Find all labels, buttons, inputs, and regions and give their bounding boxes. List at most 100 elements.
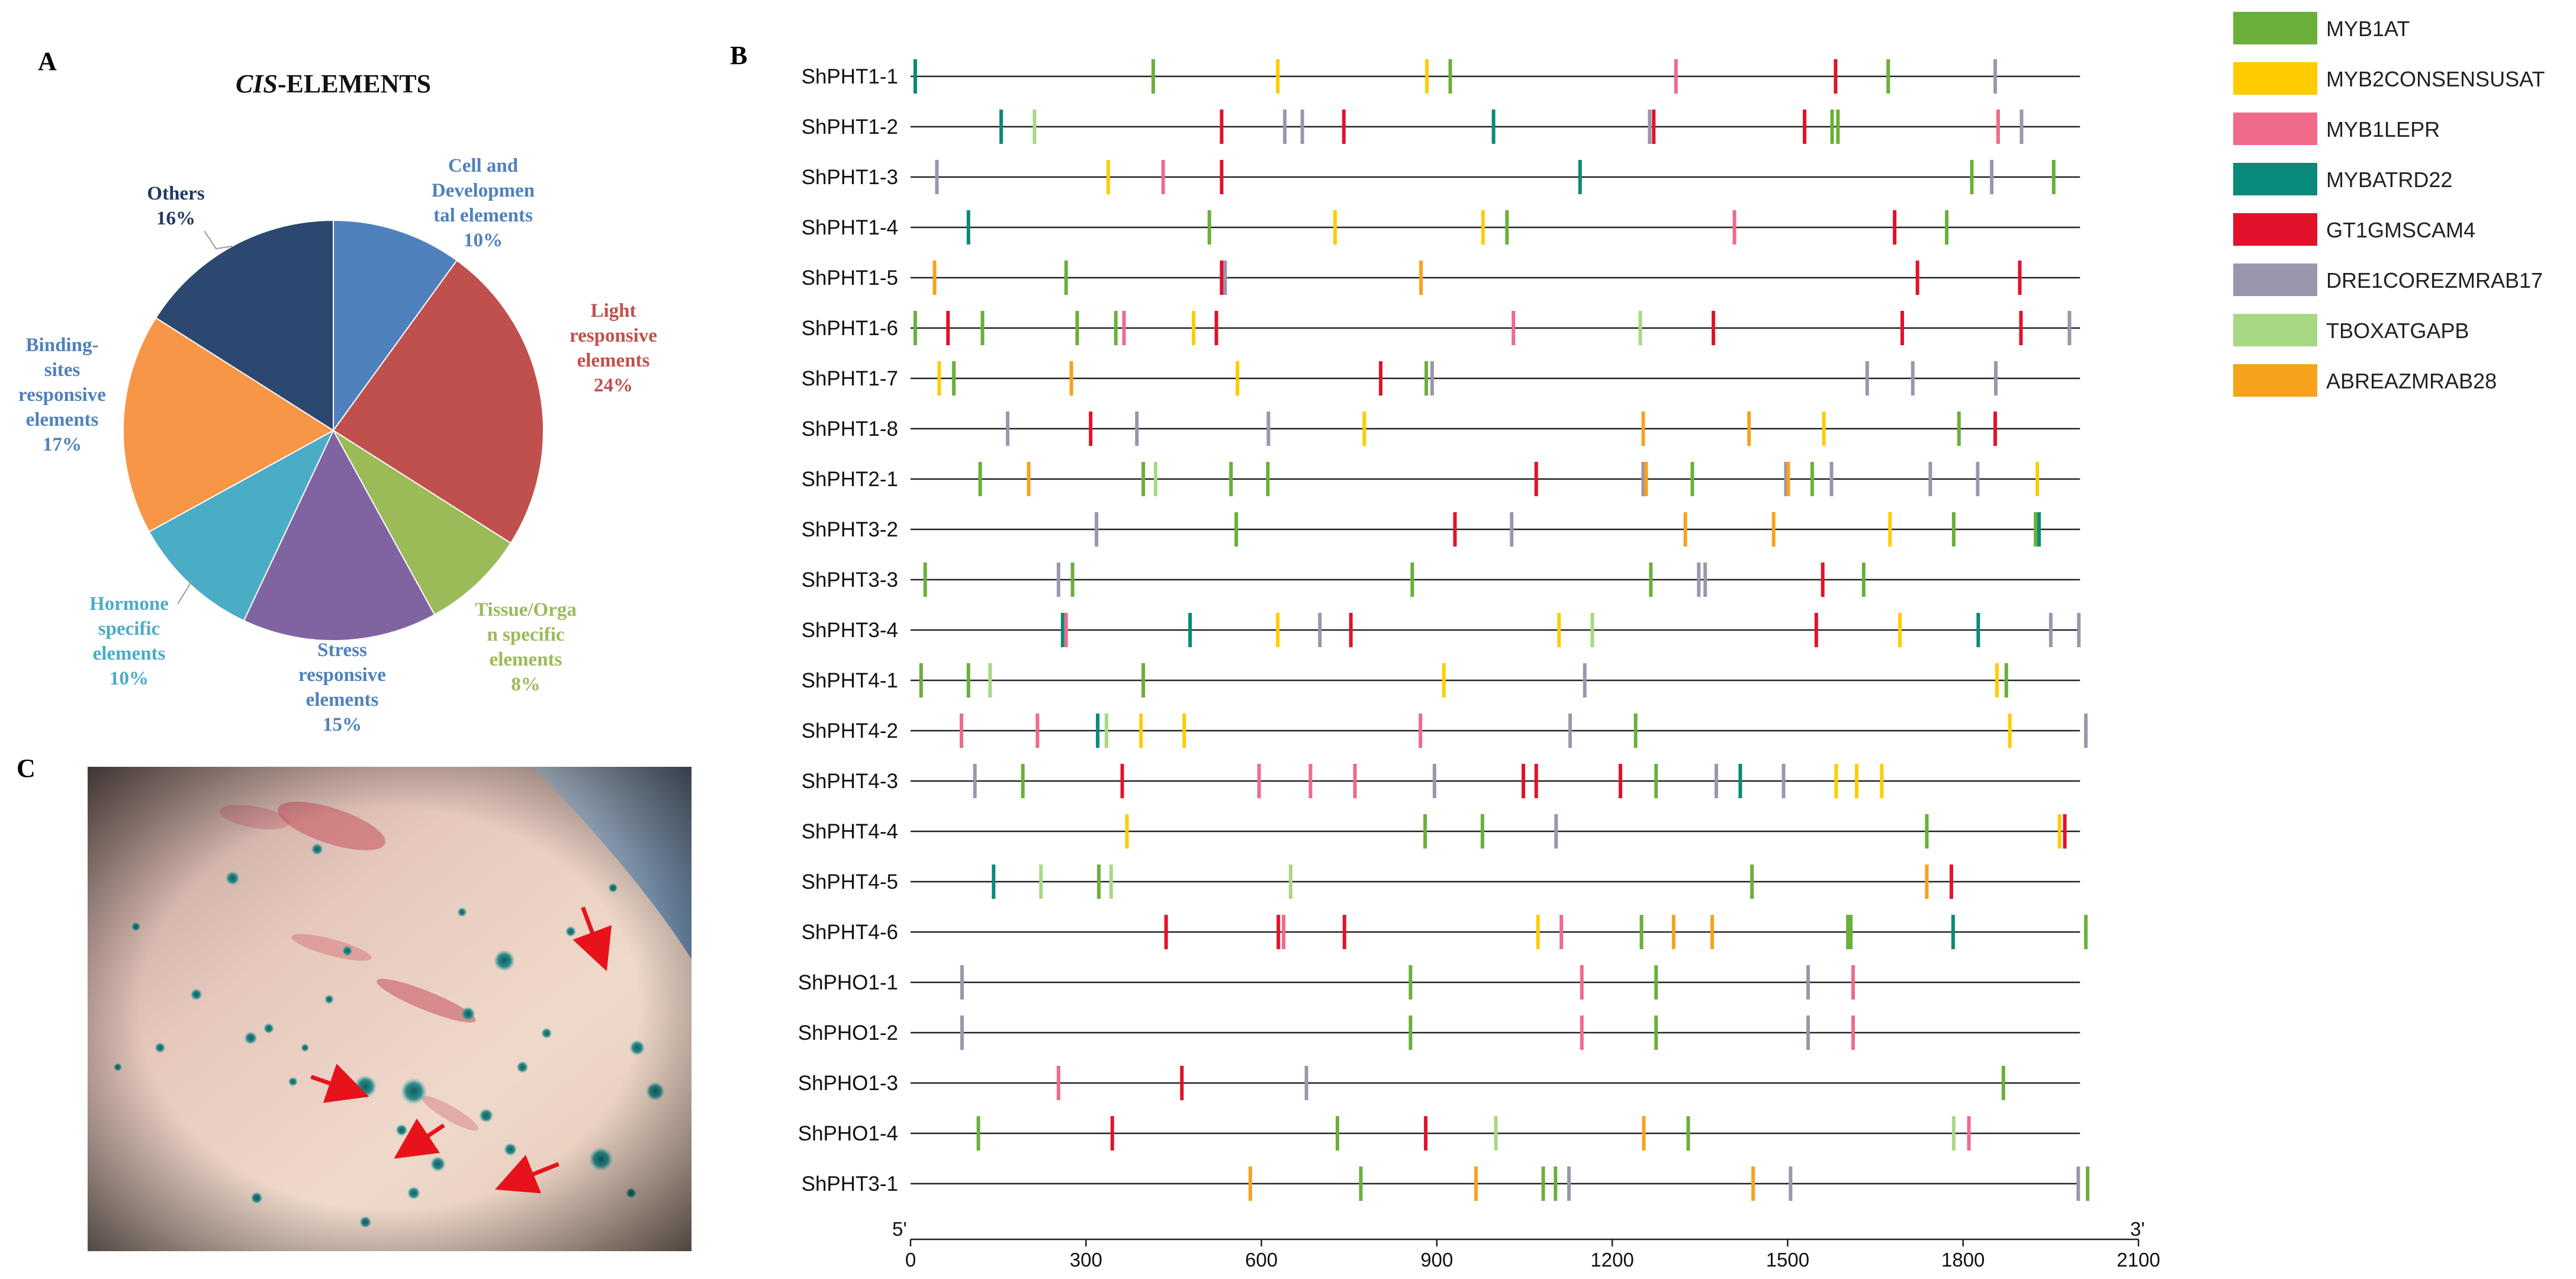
legend-swatch bbox=[2233, 213, 2317, 246]
gene-row-shpht1-4: ShPHT1-4 bbox=[802, 210, 2080, 245]
pie-label-line: elements bbox=[577, 350, 650, 371]
legend-swatch bbox=[2233, 263, 2317, 296]
gene-label: ShPHT1-3 bbox=[802, 166, 898, 189]
gene-label: ShPHT1-4 bbox=[802, 216, 898, 239]
gene-label: ShPHT4-1 bbox=[802, 669, 898, 692]
gene-row-shpho1-1: ShPHO1-1 bbox=[798, 965, 2080, 1000]
pie-label-line: elements bbox=[306, 689, 379, 711]
pie-label-line: Light bbox=[590, 300, 636, 322]
gene-row-shpht1-5: ShPHT1-5 bbox=[802, 261, 2080, 295]
pie-label-line: responsive bbox=[18, 384, 106, 406]
photo-vignette bbox=[88, 767, 692, 1251]
pie-slices bbox=[123, 219, 544, 641]
legend-item-gt1gmscam4: GT1GMSCAM4 bbox=[2233, 213, 2475, 246]
gene-row-shpht1-6: ShPHT1-6 bbox=[802, 311, 2080, 345]
pie-label-line: elements bbox=[490, 649, 562, 670]
pie-leader-line bbox=[177, 580, 193, 605]
legend-swatch bbox=[2233, 113, 2317, 145]
panel-letter-c: C bbox=[17, 754, 36, 783]
gene-label: ShPHO1-1 bbox=[798, 971, 898, 994]
legend-swatch bbox=[2233, 163, 2317, 195]
pie-title-rest: -ELEMENTS bbox=[278, 69, 431, 98]
panel-a-pie-chart: A CIS-ELEMENTS Cell and Developmen tal ele… bbox=[18, 47, 657, 735]
pie-title-italic: CIS bbox=[236, 69, 278, 98]
panel-letter-b: B bbox=[730, 41, 747, 70]
pie-slice-tissue-organ-specific-elements bbox=[333, 430, 512, 616]
gene-label: ShPHT1-6 bbox=[802, 317, 898, 340]
legend-swatch bbox=[2233, 62, 2317, 95]
x-axis-tick-label: 1800 bbox=[1941, 1249, 1985, 1271]
gene-label: ShPHT3-2 bbox=[802, 518, 898, 541]
pie-label-line: 10% bbox=[110, 668, 149, 689]
x-axis-tick-label: 1500 bbox=[1766, 1249, 1809, 1271]
pie-slice-others bbox=[155, 219, 334, 432]
photo-arrows bbox=[310, 906, 612, 1194]
legend-item-dre1corezmrab17: DRE1COREZMRAB17 bbox=[2233, 263, 2543, 296]
gene-row-shpht1-3: ShPHT1-3 bbox=[802, 160, 2080, 194]
legend-item-myb1lepr: MYB1LEPR bbox=[2233, 113, 2440, 145]
gene-row-shpht4-4: ShPHT4-4 bbox=[802, 814, 2080, 849]
gene-label: ShPHT4-2 bbox=[802, 719, 898, 743]
red-arrow bbox=[495, 1155, 559, 1194]
gene-label: ShPHO1-4 bbox=[798, 1122, 898, 1145]
x-axis-tick-label: 300 bbox=[1070, 1249, 1102, 1271]
pie-label-line: Developmen bbox=[432, 180, 535, 201]
legend-swatch bbox=[2233, 314, 2317, 346]
gene-label: ShPHT3-1 bbox=[802, 1172, 898, 1196]
gene-label: ShPHT4-5 bbox=[802, 870, 898, 894]
legend-item-abreazmrab28: ABREAZMRAB28 bbox=[2233, 364, 2497, 397]
pie-label-line: tal elements bbox=[433, 205, 533, 226]
gene-row-shpht3-2: ShPHT3-2 bbox=[802, 512, 2080, 547]
pie-label-line: Others bbox=[147, 183, 204, 204]
pie-label: Stress responsive elements 15% bbox=[298, 640, 386, 735]
gene-label: ShPHT4-3 bbox=[802, 770, 898, 793]
pie-label-line: 16% bbox=[156, 208, 195, 229]
gene-row-shpho1-4: ShPHO1-4 bbox=[798, 1116, 2080, 1151]
legend-item-mybatrd22: MYBATRD22 bbox=[2233, 163, 2452, 195]
gene-row-shpht1-1: ShPHT1-1 bbox=[802, 59, 2080, 94]
legend-swatch bbox=[2233, 12, 2317, 44]
pie-labels: Cell and Developmen tal elements 10% Light re… bbox=[18, 155, 657, 735]
red-arrow bbox=[573, 906, 612, 972]
gene-row-shpht1-7: ShPHT1-7 bbox=[802, 361, 2080, 396]
gene-label: ShPHT4-4 bbox=[802, 820, 898, 843]
panel-letter-a: A bbox=[38, 47, 57, 76]
gene-row-shpho1-3: ShPHO1-3 bbox=[798, 1066, 2080, 1100]
gene-rows: ShPHT1-1 ShPHT1-2 ShPHT1-3 ShPHT1-4 ShPHT1-5… bbox=[798, 59, 2090, 1201]
gene-label: ShPHT1-5 bbox=[802, 266, 898, 290]
gene-row-shpht2-1: ShPHT2-1 bbox=[802, 462, 2080, 496]
gene-row-shpht1-8: ShPHT1-8 bbox=[802, 412, 2080, 446]
legend-item-myb2consensusat: MYB2CONSENSUSAT bbox=[2233, 62, 2545, 95]
gus-stained-photo bbox=[88, 767, 692, 1251]
pie-label-line: 24% bbox=[594, 375, 633, 396]
pie-label: Light responsive elements 24% bbox=[570, 300, 657, 396]
gene-row-shpht3-4: ShPHT3-4 bbox=[802, 613, 2081, 647]
legend-label: MYB2CONSENSUSAT bbox=[2326, 67, 2545, 91]
pie-label-line: Hormone bbox=[89, 593, 169, 615]
pie-label-line: responsive bbox=[570, 325, 657, 346]
x-axis-tick-label: 600 bbox=[1245, 1249, 1278, 1271]
gene-row-shpht1-2: ShPHT1-2 bbox=[802, 110, 2080, 144]
x-axis-tick-label: 1200 bbox=[1590, 1249, 1633, 1271]
pie-label-line: n specific bbox=[487, 624, 564, 645]
pie-leader-line bbox=[204, 230, 233, 250]
five-prime-label: 5' bbox=[892, 1218, 907, 1240]
pie-label-line: 17% bbox=[43, 434, 82, 455]
pie-label: Cell and Developmen tal elements 10% bbox=[432, 155, 535, 251]
gene-label: ShPHT3-3 bbox=[802, 568, 898, 592]
pie-slice-stress-responsive-elements bbox=[243, 429, 436, 641]
pie-label-line: specific bbox=[98, 618, 160, 640]
legend-label: MYB1AT bbox=[2326, 17, 2410, 41]
gene-label: ShPHT3-4 bbox=[802, 619, 898, 642]
gene-row-shpht4-1: ShPHT4-1 bbox=[802, 663, 2080, 698]
pie-label-line: responsive bbox=[298, 664, 386, 686]
gene-label: ShPHT1-1 bbox=[802, 65, 898, 88]
gene-label: ShPHT1-7 bbox=[802, 367, 898, 390]
legend-swatch bbox=[2233, 364, 2317, 397]
legend-label: ABREAZMRAB28 bbox=[2326, 369, 2497, 393]
red-arrow bbox=[394, 1118, 445, 1159]
legend-item-tboxatgapb: TBOXATGAPB bbox=[2233, 314, 2469, 346]
pie-label-line: Cell and bbox=[448, 155, 518, 176]
pie-label-line: 10% bbox=[464, 230, 503, 251]
